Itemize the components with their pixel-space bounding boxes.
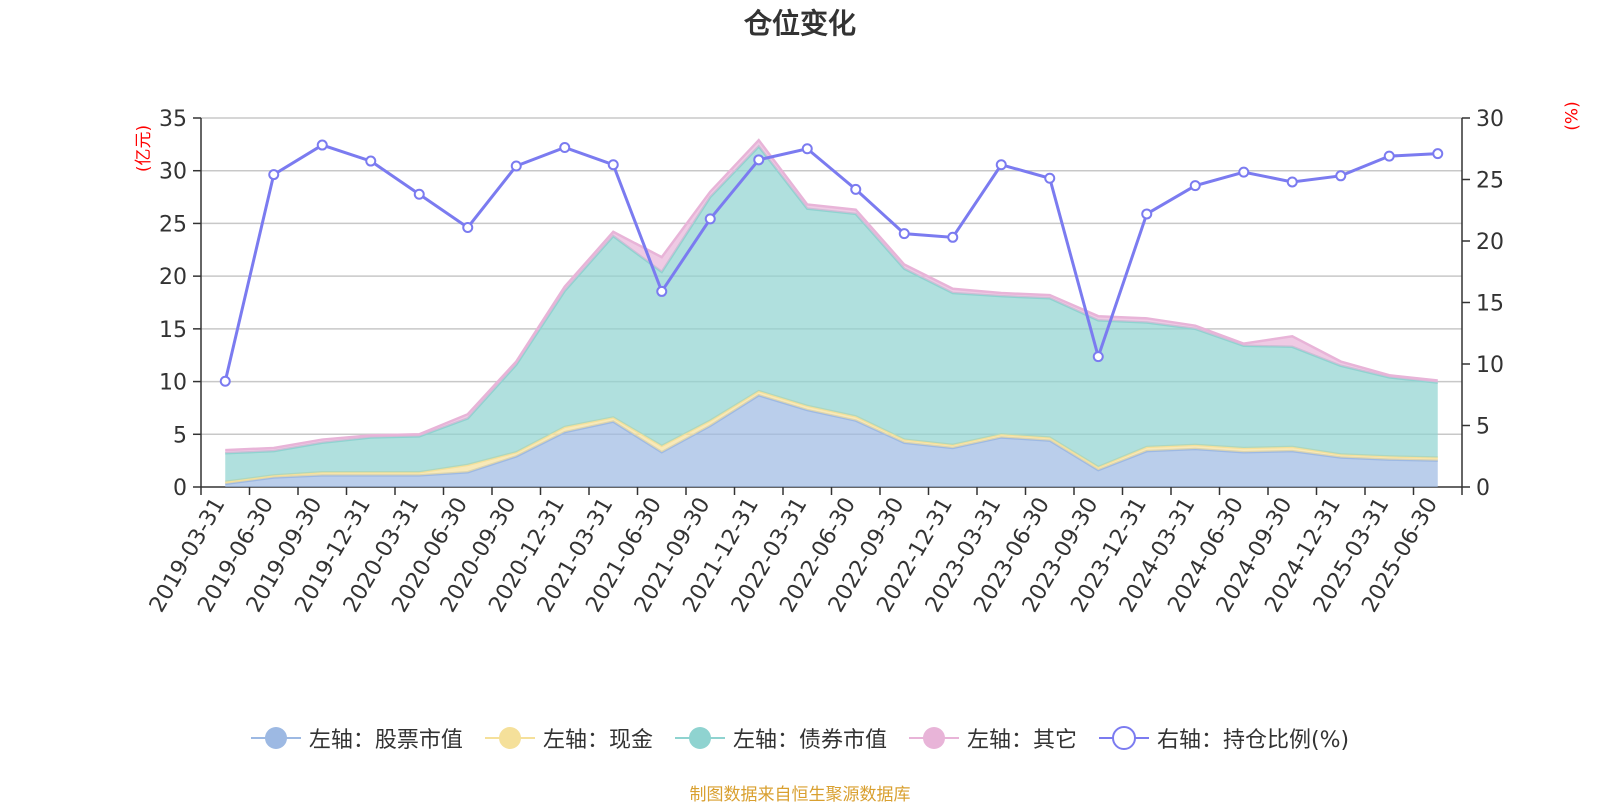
y-left-tick-label: 5 (173, 423, 187, 448)
area-series-2 (225, 391, 1438, 484)
area-series-1 (225, 395, 1438, 487)
right-axis-unit: (%) (1562, 101, 1583, 131)
legend-label: 右轴：持仓比例(%) (1156, 728, 1350, 753)
y-left-tick-label: 20 (159, 265, 187, 290)
ratio-point (1335, 170, 1347, 182)
y-right-tick-label: 15 (1476, 292, 1504, 317)
chart-title: 仓位变化 (743, 7, 856, 40)
legend-swatch (674, 727, 725, 749)
ratio-point (268, 169, 280, 181)
ratio-point (559, 142, 571, 154)
legend-swatch (484, 727, 535, 749)
ratio-point (898, 228, 910, 240)
y-left-tick-label: 30 (159, 160, 187, 185)
y-right-tick-label: 25 (1476, 169, 1504, 194)
y-right-tick-label: 0 (1476, 476, 1490, 501)
ratio-point (219, 375, 231, 387)
y-right-tick-label: 5 (1476, 415, 1490, 440)
y-left-tick-label: 35 (159, 107, 187, 132)
ratio-line (223, 143, 1438, 382)
legend-label: 左轴：其它 (966, 728, 1077, 753)
area-series-4-edge (225, 138, 1438, 452)
ratio-point (801, 143, 813, 155)
legend-item-1[interactable]: 左轴：股票市值 (250, 722, 463, 754)
ratio-point (947, 231, 959, 243)
ratio-point (1092, 351, 1104, 363)
ratio-point (365, 155, 377, 167)
ratio-point (704, 213, 716, 225)
chart-legend: 左轴：股票市值 左轴：现金 左轴：债券市值 左轴：其它 右轴：持仓比例(%) (0, 722, 1600, 754)
legend-swatch (1098, 726, 1149, 750)
ratio-point (656, 285, 668, 297)
ratio-point (1383, 150, 1395, 162)
ratio-point (850, 183, 862, 195)
y-left-tick-label: 0 (173, 476, 187, 501)
ratio-point (510, 160, 522, 172)
left-axis-unit: (亿元) (134, 124, 155, 173)
area-series-3 (225, 146, 1438, 482)
legend-item-2[interactable]: 左轴：现金 (484, 722, 653, 754)
y-left-tick-label: 25 (159, 212, 187, 237)
legend-label: 左轴：现金 (542, 728, 653, 753)
source-note: 制图数据来自恒生聚源数据库 (689, 785, 911, 805)
y-left-tick-label: 15 (159, 318, 187, 343)
legend-label: 左轴：股票市值 (308, 728, 463, 753)
legend-swatch (908, 727, 959, 749)
ratio-point (413, 188, 425, 200)
y-right-tick-label: 20 (1476, 230, 1504, 255)
ratio-point (1141, 208, 1153, 220)
position-chart: 051015202530350510152025302019-03-312019… (145, 107, 1504, 617)
y-right-tick-label: 30 (1476, 107, 1504, 132)
ratio-point (316, 139, 328, 151)
ratio-point (1432, 148, 1444, 160)
legend-item-3[interactable]: 左轴：债券市值 (674, 722, 887, 754)
ratio-point (1044, 172, 1056, 184)
legend-item-5[interactable]: 右轴：持仓比例(%) (1098, 722, 1350, 754)
ratio-point (462, 221, 474, 233)
legend-label: 左轴：债券市值 (732, 728, 887, 753)
ratio-point (1238, 166, 1250, 178)
ratio-point (1189, 180, 1201, 192)
y-right-tick-label: 10 (1476, 353, 1504, 378)
legend-item-4[interactable]: 左轴：其它 (908, 722, 1077, 754)
y-left-tick-label: 10 (159, 371, 187, 396)
ratio-point (995, 159, 1007, 171)
ratio-point (753, 154, 765, 166)
ratio-point (607, 159, 619, 171)
ratio-point (1286, 176, 1298, 188)
legend-swatch (250, 727, 301, 749)
